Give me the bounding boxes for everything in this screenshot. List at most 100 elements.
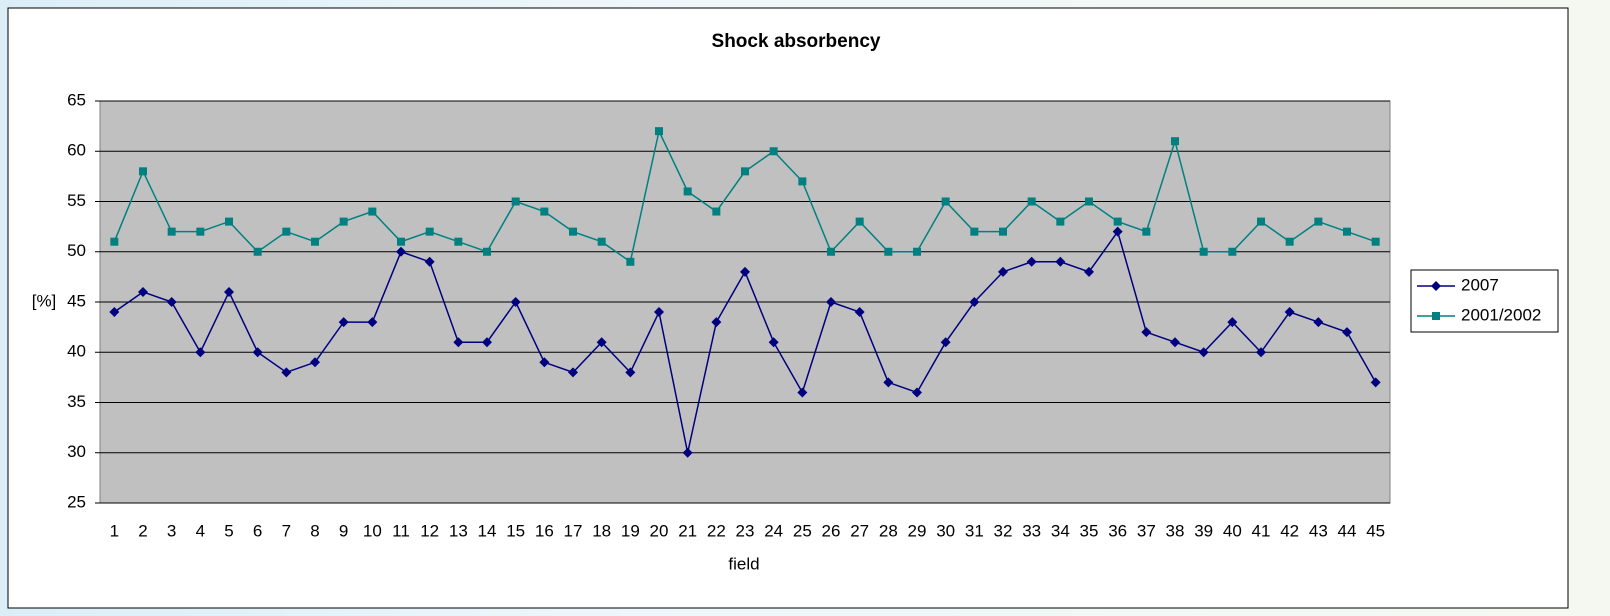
x-tick-label: 10 bbox=[363, 521, 382, 540]
x-tick-label: 37 bbox=[1137, 521, 1156, 540]
data-point bbox=[1370, 377, 1381, 388]
y-tick-label: 25 bbox=[67, 492, 86, 511]
data-point bbox=[540, 207, 549, 216]
chart-title: Shock absorbency bbox=[712, 31, 881, 52]
data-point bbox=[110, 237, 119, 246]
x-tick-label: 43 bbox=[1309, 521, 1328, 540]
data-point bbox=[798, 177, 807, 186]
legend-label: 2001/2002 bbox=[1461, 305, 1541, 324]
x-tick-label: 17 bbox=[564, 521, 583, 540]
x-tick-label: 35 bbox=[1080, 521, 1099, 540]
data-point bbox=[654, 307, 664, 318]
y-tick-label: 55 bbox=[67, 191, 86, 210]
data-point bbox=[281, 367, 292, 378]
x-tick-label: 31 bbox=[965, 521, 984, 540]
data-point bbox=[1199, 247, 1208, 256]
legend-box bbox=[1410, 269, 1559, 333]
data-point bbox=[568, 367, 578, 378]
y-tick-label: 60 bbox=[67, 141, 86, 160]
x-tick-label: 44 bbox=[1338, 521, 1357, 540]
data-point bbox=[397, 237, 405, 246]
data-point bbox=[1313, 317, 1324, 328]
data-point bbox=[482, 337, 492, 348]
x-tick-label: 41 bbox=[1252, 521, 1271, 540]
x-tick-label: 24 bbox=[764, 521, 783, 540]
data-point bbox=[1113, 217, 1122, 226]
data-point bbox=[683, 187, 692, 196]
x-tick-label: 8 bbox=[310, 521, 319, 540]
data-point bbox=[596, 337, 607, 348]
x-tick-label: 23 bbox=[736, 521, 755, 540]
data-point bbox=[1342, 327, 1352, 338]
data-point bbox=[1027, 197, 1036, 206]
data-point bbox=[625, 367, 636, 378]
data-point bbox=[1026, 256, 1037, 267]
x-tick-label: 28 bbox=[879, 521, 898, 540]
data-point bbox=[483, 247, 491, 256]
x-tick-label: 22 bbox=[707, 521, 726, 540]
x-tick-label: 40 bbox=[1223, 521, 1242, 540]
data-point bbox=[195, 347, 206, 358]
data-point bbox=[884, 247, 893, 256]
y-tick-label: 45 bbox=[67, 291, 86, 310]
data-point bbox=[310, 357, 320, 368]
y-tick-label: 50 bbox=[67, 241, 86, 260]
data-point bbox=[940, 337, 951, 348]
data-point bbox=[1228, 247, 1237, 256]
data-point bbox=[1284, 307, 1295, 318]
data-point bbox=[253, 247, 262, 256]
x-tick-label: 20 bbox=[650, 521, 669, 540]
x-tick-label: 38 bbox=[1166, 521, 1185, 540]
x-tick-label: 18 bbox=[592, 521, 611, 540]
x-tick-label: 26 bbox=[822, 521, 841, 540]
x-tick-label: 33 bbox=[1022, 521, 1041, 540]
data-point bbox=[424, 256, 435, 267]
legend-marker bbox=[1431, 281, 1441, 291]
data-point bbox=[338, 317, 349, 328]
x-tick-label: 25 bbox=[793, 521, 812, 540]
legend-label: 2007 bbox=[1461, 275, 1499, 294]
data-point bbox=[854, 307, 865, 318]
data-point bbox=[626, 257, 635, 266]
data-point bbox=[827, 247, 835, 256]
x-tick-label: 45 bbox=[1366, 521, 1385, 540]
data-point bbox=[138, 286, 148, 297]
data-point bbox=[1198, 347, 1209, 358]
data-point bbox=[941, 197, 950, 206]
data-point bbox=[454, 237, 463, 246]
x-tick-label: 30 bbox=[936, 521, 955, 540]
data-point bbox=[196, 227, 205, 236]
x-tick-label: 12 bbox=[420, 521, 439, 540]
data-point bbox=[1227, 317, 1238, 328]
data-point bbox=[1257, 217, 1265, 226]
x-tick-label: 11 bbox=[392, 521, 410, 540]
x-tick-label: 36 bbox=[1108, 521, 1127, 540]
x-tick-label: 3 bbox=[167, 521, 176, 540]
data-point bbox=[1256, 347, 1266, 358]
x-tick-label: 32 bbox=[994, 521, 1013, 540]
data-point bbox=[368, 207, 377, 216]
data-point bbox=[1285, 237, 1294, 246]
data-point bbox=[510, 297, 521, 307]
legend-marker bbox=[1432, 312, 1440, 320]
x-tick-label: 7 bbox=[282, 521, 291, 540]
data-point bbox=[167, 227, 176, 236]
data-point bbox=[969, 297, 980, 307]
data-point bbox=[912, 387, 922, 398]
data-point bbox=[139, 167, 147, 176]
data-point bbox=[597, 237, 606, 246]
data-point bbox=[396, 246, 406, 257]
data-point bbox=[1056, 217, 1065, 226]
x-axis-label: field bbox=[728, 554, 759, 573]
x-tick-label: 39 bbox=[1194, 521, 1213, 540]
y-tick-label: 40 bbox=[67, 342, 86, 361]
data-point bbox=[797, 387, 808, 398]
data-point bbox=[970, 227, 979, 236]
data-point bbox=[1171, 137, 1179, 146]
data-point bbox=[367, 317, 378, 328]
data-point bbox=[998, 266, 1008, 277]
x-tick-label: 42 bbox=[1280, 521, 1299, 540]
data-point bbox=[1314, 217, 1323, 226]
x-tick-label: 21 bbox=[678, 521, 697, 540]
